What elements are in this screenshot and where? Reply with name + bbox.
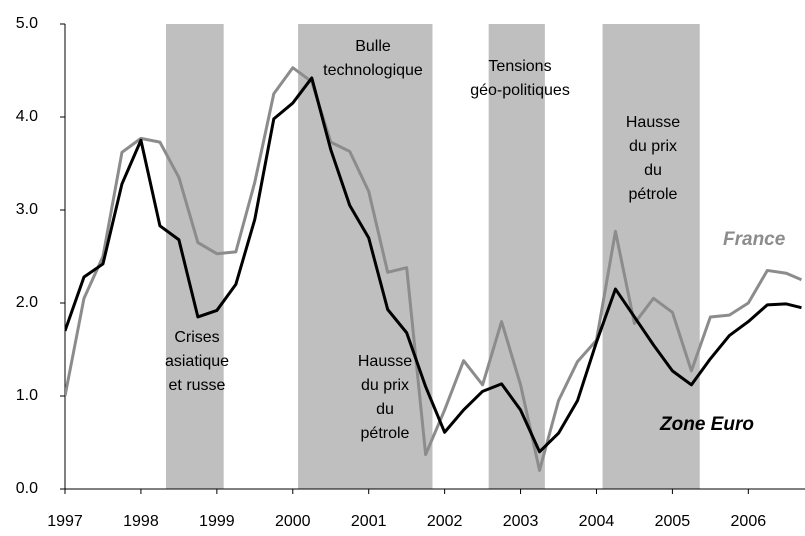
annotation: du prix <box>629 138 677 155</box>
annotation: pétrole <box>629 186 678 203</box>
x-tick-label: 1998 <box>123 513 159 530</box>
annotation: technologique <box>323 62 423 79</box>
annotation: Hausse <box>626 114 680 131</box>
period-band <box>298 24 433 489</box>
annotation: Hausse <box>358 353 412 370</box>
annotation: pétrole <box>361 425 410 442</box>
period-band <box>602 24 700 489</box>
series-label: France <box>723 229 786 250</box>
annotation: géo-politiques <box>470 82 570 99</box>
y-tick-label: 4.0 <box>16 108 38 125</box>
y-tick-label: 2.0 <box>16 294 38 311</box>
annotation: Bulle <box>355 38 391 55</box>
series-label: Zone Euro <box>659 414 754 435</box>
annotation: Crises <box>174 329 219 346</box>
annotation: du prix <box>361 377 409 394</box>
annotation: asiatique <box>165 353 229 370</box>
x-tick-label: 1999 <box>199 513 235 530</box>
annotation: du <box>644 162 662 179</box>
x-tick-label: 2005 <box>655 513 691 530</box>
x-tick-label: 2004 <box>579 513 615 530</box>
x-tick-label: 2003 <box>503 513 539 530</box>
y-tick-label: 0.0 <box>16 480 38 497</box>
x-tick-label: 2000 <box>275 513 311 530</box>
x-tick-label: 2002 <box>427 513 463 530</box>
annotation: Tensions <box>488 58 551 75</box>
x-tick-label: 2001 <box>351 513 387 530</box>
series-line <box>65 76 802 454</box>
series-line <box>65 66 803 472</box>
y-tick-label: 1.0 <box>16 387 38 404</box>
period-band <box>165 24 224 489</box>
annotation: du <box>376 401 394 418</box>
period-band <box>488 24 545 489</box>
annotation: et russe <box>169 377 226 394</box>
x-tick-label: 2006 <box>731 513 767 530</box>
x-tick-label: 1997 <box>47 513 83 530</box>
y-tick-label: 3.0 <box>16 201 38 218</box>
y-tick-label: 5.0 <box>16 15 38 32</box>
